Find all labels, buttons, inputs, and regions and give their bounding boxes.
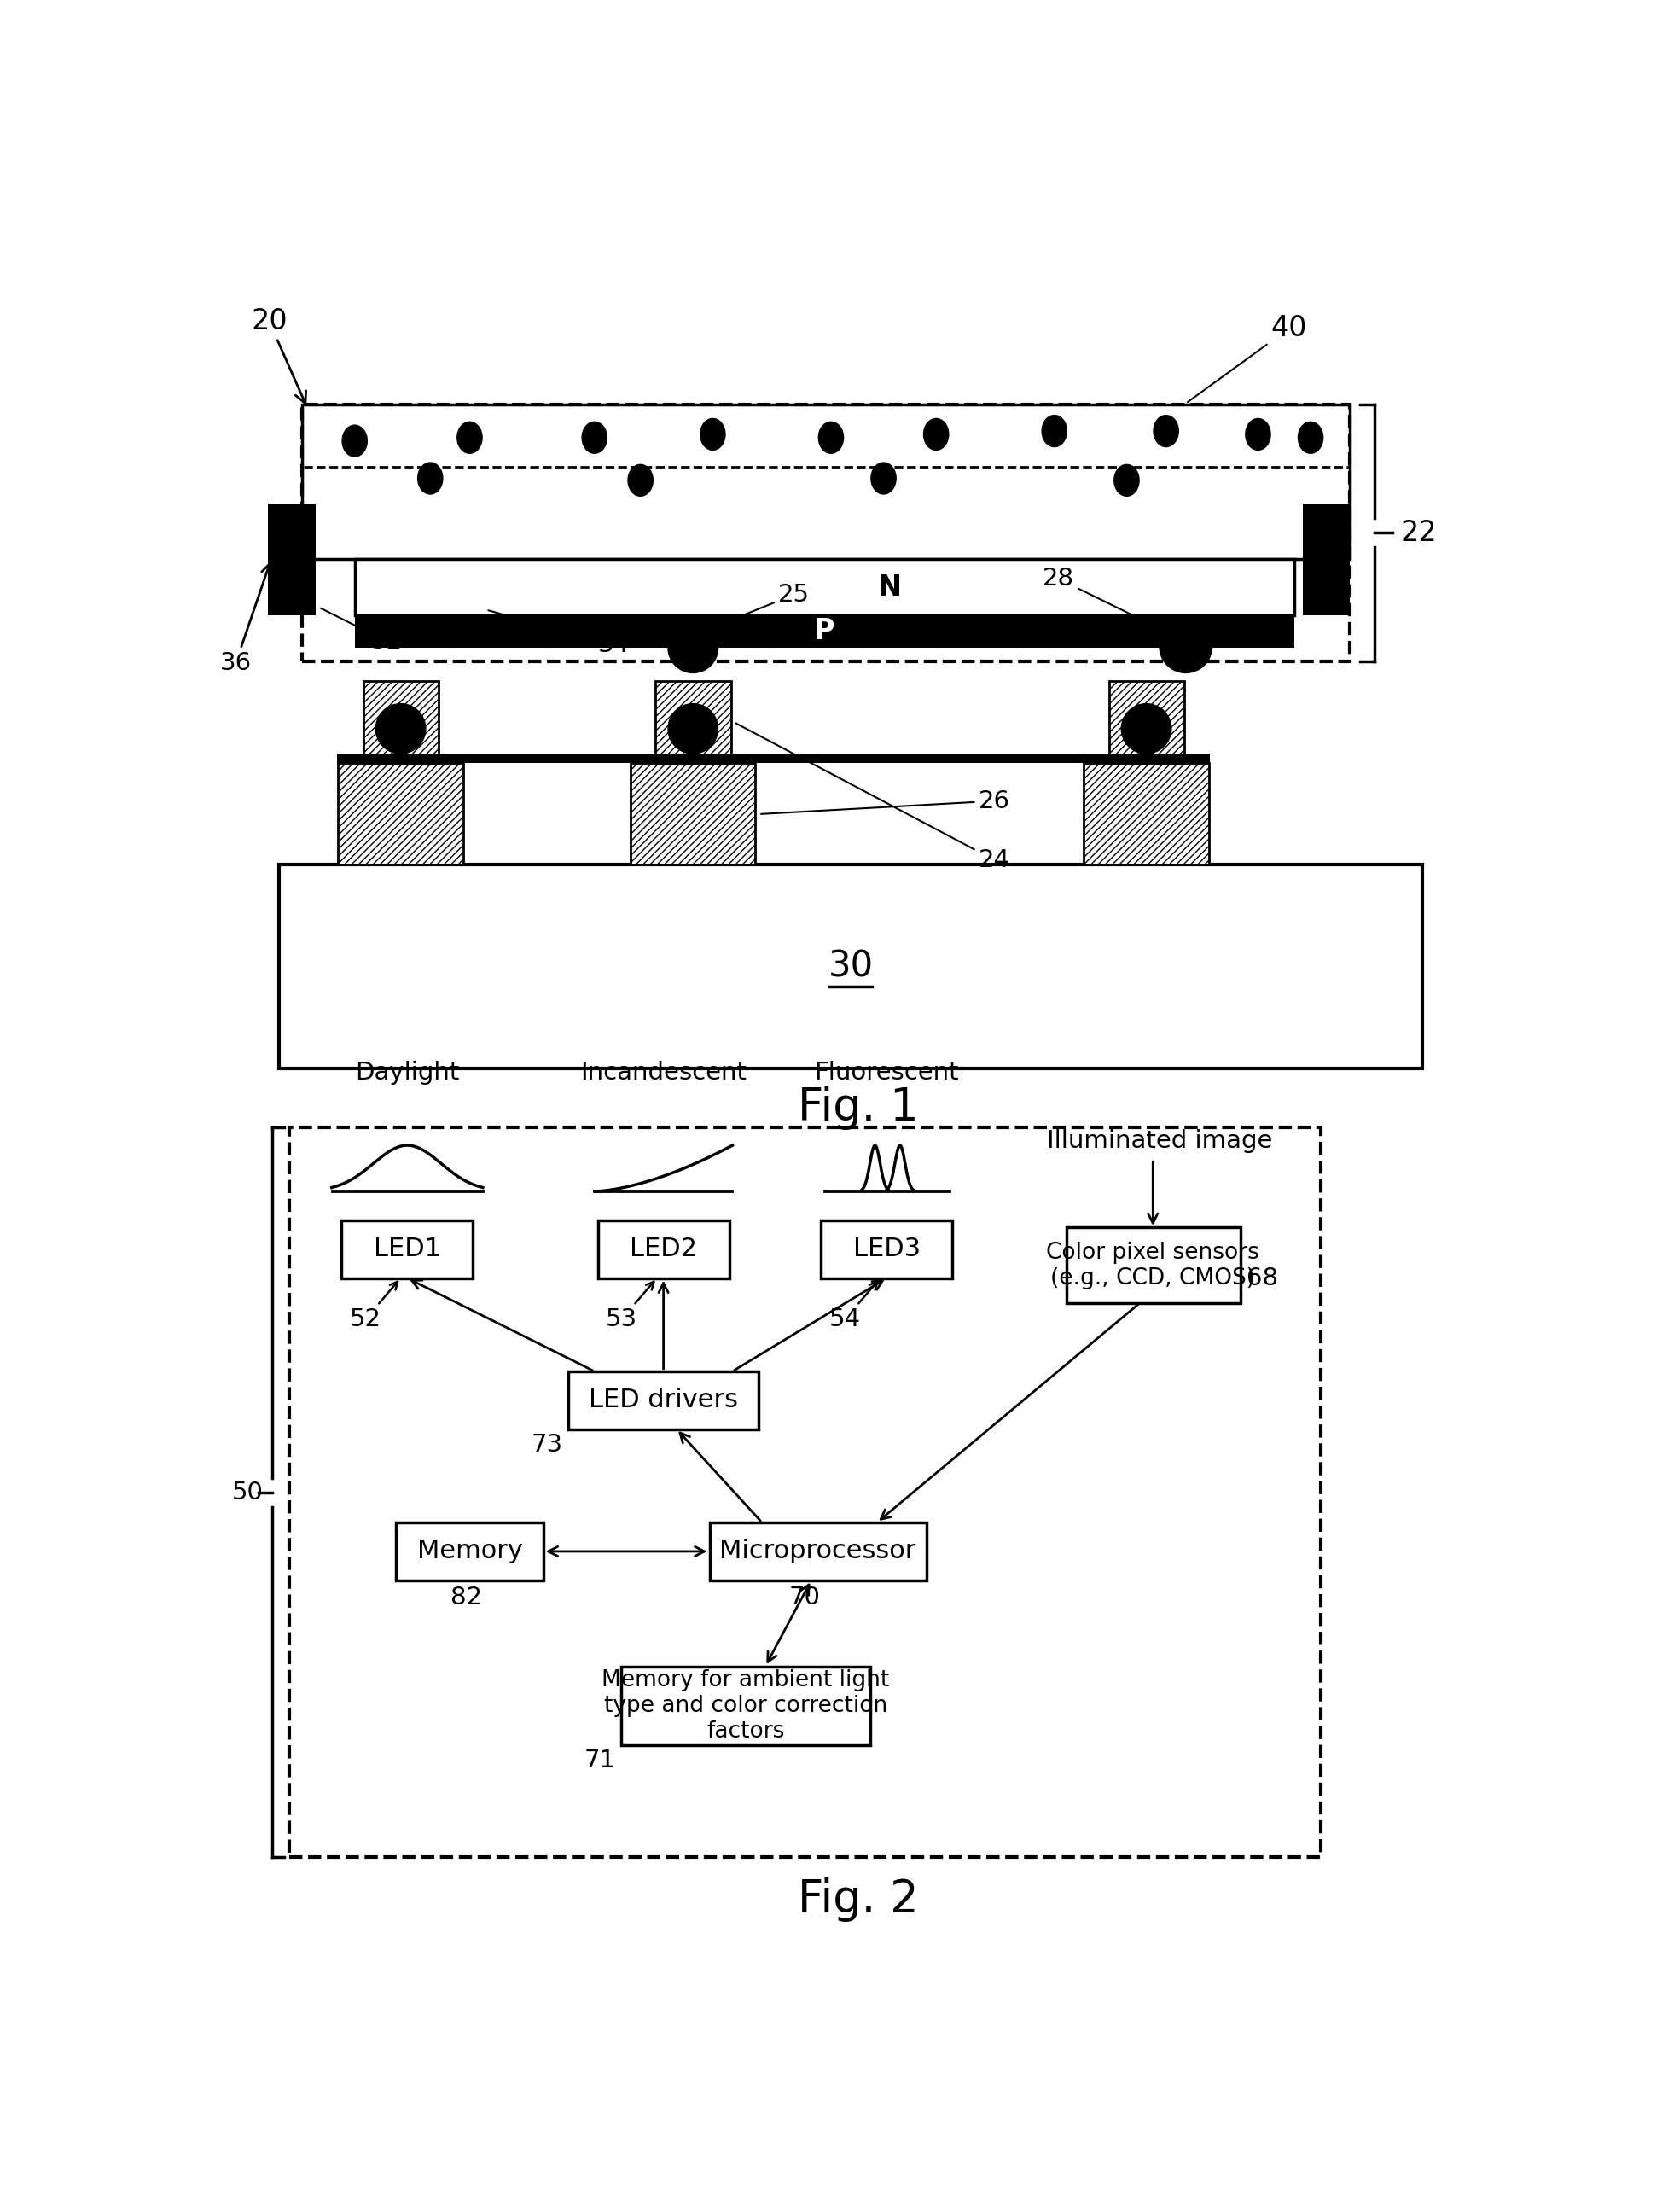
Text: Color pixel sensors
(e.g., CCD, CMOS): Color pixel sensors (e.g., CCD, CMOS)	[1046, 1241, 1259, 1290]
Text: Memory for ambient light
type and color correction
factors: Memory for ambient light type and color …	[601, 1670, 889, 1743]
Ellipse shape	[341, 425, 367, 456]
Text: N: N	[879, 573, 902, 602]
Bar	[341, 1221, 474, 1279]
Ellipse shape	[375, 703, 425, 754]
Bar	[822, 1221, 953, 1279]
Ellipse shape	[870, 462, 896, 493]
Bar	[336, 754, 1210, 763]
Text: 71: 71	[584, 1747, 616, 1772]
Text: Illuminated image: Illuminated image	[1046, 1128, 1272, 1152]
Ellipse shape	[819, 422, 844, 453]
Ellipse shape	[1153, 416, 1178, 447]
Ellipse shape	[668, 624, 718, 672]
Text: 26: 26	[762, 790, 1011, 814]
Bar	[631, 763, 755, 865]
Text: 70: 70	[788, 1586, 820, 1610]
Bar	[268, 504, 315, 615]
Text: LED3: LED3	[854, 1237, 921, 1261]
Bar	[598, 1221, 730, 1279]
Text: Daylight: Daylight	[355, 1062, 459, 1084]
Text: 73: 73	[531, 1433, 562, 1455]
Text: Fluorescent: Fluorescent	[815, 1062, 959, 1084]
Text: 22: 22	[1401, 520, 1436, 546]
Bar	[1302, 504, 1349, 615]
Ellipse shape	[457, 422, 482, 453]
Text: 32: 32	[321, 608, 403, 653]
Bar	[567, 1371, 758, 1429]
Ellipse shape	[1115, 465, 1138, 495]
Text: LED1: LED1	[373, 1237, 440, 1261]
Text: 28: 28	[1043, 566, 1170, 633]
Text: Memory: Memory	[417, 1540, 522, 1564]
Text: Microprocessor: Microprocessor	[720, 1540, 916, 1564]
Bar	[355, 615, 1294, 648]
Text: 53: 53	[606, 1281, 655, 1332]
Bar	[280, 865, 1423, 1068]
Ellipse shape	[1245, 418, 1271, 449]
Ellipse shape	[668, 703, 718, 754]
Text: 25: 25	[718, 582, 810, 626]
Bar	[656, 681, 732, 763]
Text: P: P	[814, 617, 835, 646]
Bar	[397, 1522, 544, 1579]
Text: LED2: LED2	[629, 1237, 696, 1261]
Text: 54: 54	[829, 1281, 877, 1332]
Text: 36: 36	[219, 564, 271, 675]
Text: 52: 52	[350, 1281, 398, 1332]
Bar	[290, 1128, 1321, 1856]
Bar	[355, 560, 1294, 615]
Bar	[710, 1522, 926, 1579]
Bar	[363, 681, 439, 763]
Ellipse shape	[418, 462, 442, 493]
Text: 24: 24	[737, 723, 1011, 872]
Text: 50: 50	[233, 1480, 263, 1504]
Text: 68: 68	[1245, 1267, 1277, 1290]
Text: 34: 34	[489, 611, 629, 657]
Bar	[1085, 763, 1209, 865]
Bar	[301, 405, 1349, 661]
Text: Fig. 2: Fig. 2	[797, 1878, 919, 1922]
Text: Incandescent: Incandescent	[581, 1062, 747, 1084]
Ellipse shape	[924, 418, 949, 449]
Ellipse shape	[1041, 416, 1066, 447]
Ellipse shape	[1297, 422, 1322, 453]
Text: 40: 40	[1187, 314, 1307, 403]
Ellipse shape	[1122, 703, 1172, 754]
Ellipse shape	[628, 465, 653, 495]
Text: 82: 82	[450, 1586, 482, 1610]
Ellipse shape	[1160, 619, 1212, 672]
Text: LED drivers: LED drivers	[589, 1387, 738, 1413]
Bar	[1066, 1228, 1240, 1303]
Text: 20: 20	[251, 307, 306, 403]
Text: Fig. 1: Fig. 1	[797, 1086, 919, 1130]
Text: 30: 30	[829, 949, 874, 984]
Ellipse shape	[583, 422, 608, 453]
Bar	[301, 405, 1349, 560]
Bar	[338, 763, 464, 865]
Bar	[1108, 681, 1185, 763]
Bar	[621, 1666, 870, 1745]
Ellipse shape	[700, 418, 725, 449]
